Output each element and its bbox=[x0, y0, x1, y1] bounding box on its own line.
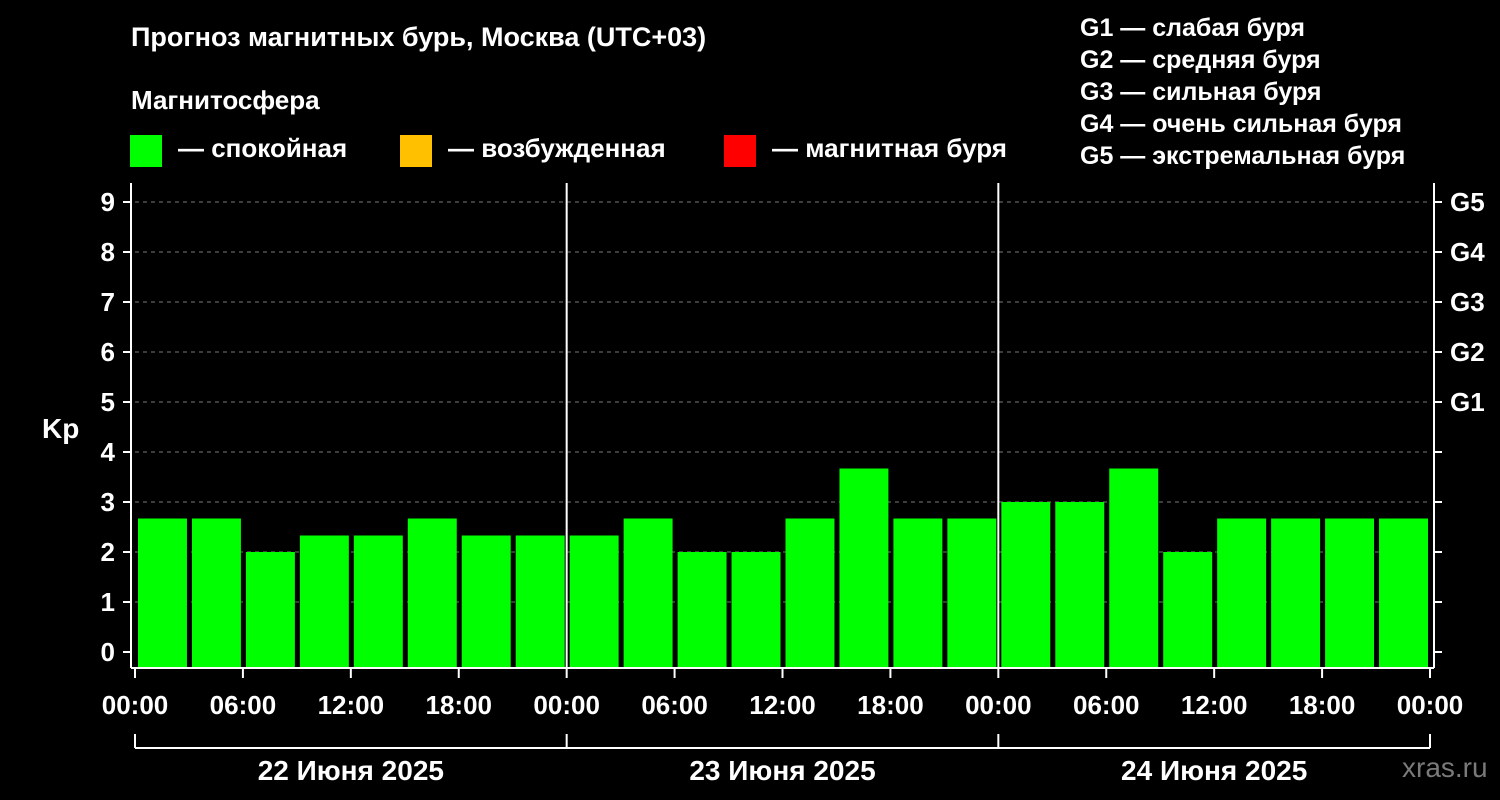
x-tick-label: 00:00 bbox=[965, 690, 1032, 720]
bar bbox=[299, 535, 349, 668]
x-tick-label: 18:00 bbox=[426, 690, 493, 720]
bar bbox=[947, 518, 997, 668]
day-label: 23 Июня 2025 bbox=[689, 755, 875, 786]
day-label: 24 Июня 2025 bbox=[1121, 755, 1307, 786]
magnetosphere-title: Магнитосфера bbox=[131, 85, 320, 115]
legend-label-storm: — магнитная буря bbox=[772, 133, 1007, 163]
x-tick-label: 12:00 bbox=[1181, 690, 1248, 720]
legend-swatch-excited bbox=[400, 135, 432, 167]
x-tick-label: 00:00 bbox=[533, 690, 600, 720]
legend-label-excited: — возбужденная bbox=[448, 133, 666, 163]
x-tick-label: 12:00 bbox=[318, 690, 385, 720]
x-tick-label: 00:00 bbox=[1397, 690, 1464, 720]
bar bbox=[245, 552, 295, 668]
x-tick-label: 18:00 bbox=[1289, 690, 1356, 720]
g-scale-label: G2 bbox=[1450, 337, 1485, 367]
bar bbox=[1055, 502, 1105, 668]
y-tick-label: 7 bbox=[101, 287, 115, 317]
bar bbox=[1271, 518, 1321, 668]
bar bbox=[1001, 502, 1051, 668]
chart-title: Прогноз магнитных бурь, Москва (UTC+03) bbox=[131, 22, 707, 52]
bar bbox=[1325, 518, 1375, 668]
y-tick-label: 4 bbox=[101, 437, 116, 467]
y-tick-label: 8 bbox=[101, 237, 115, 267]
x-tick-label: 06:00 bbox=[641, 690, 708, 720]
bar bbox=[623, 518, 673, 668]
y-tick-label: 0 bbox=[101, 637, 115, 667]
g-legend-g2: G2 — средняя буря bbox=[1080, 46, 1321, 74]
x-tick-label: 18:00 bbox=[857, 690, 924, 720]
y-tick-label: 3 bbox=[101, 487, 115, 517]
day-label: 22 Июня 2025 bbox=[258, 755, 444, 786]
y-tick-label: 1 bbox=[101, 587, 115, 617]
bar bbox=[407, 518, 457, 668]
g-legend-g3: G3 — сильная буря bbox=[1080, 78, 1322, 106]
bar bbox=[785, 518, 835, 668]
y-tick-label: 6 bbox=[101, 337, 115, 367]
bar bbox=[677, 552, 727, 668]
bar bbox=[569, 535, 619, 668]
bar bbox=[1163, 552, 1213, 668]
legend-swatch-calm bbox=[130, 135, 162, 167]
bar bbox=[839, 468, 889, 668]
y-tick-label: 2 bbox=[101, 537, 115, 567]
bar bbox=[461, 535, 511, 668]
bar bbox=[353, 535, 403, 668]
watermark: xras.ru bbox=[1402, 752, 1488, 783]
bar bbox=[731, 552, 781, 668]
bar bbox=[138, 518, 187, 668]
g-legend-g5: G5 — экстремальная буря bbox=[1080, 142, 1406, 170]
bar bbox=[1109, 468, 1159, 668]
g-scale-label: G1 bbox=[1450, 387, 1485, 417]
y-tick-label: 5 bbox=[101, 387, 115, 417]
x-tick-label: 12:00 bbox=[749, 690, 816, 720]
bar bbox=[893, 518, 943, 668]
bar bbox=[1217, 518, 1267, 668]
x-tick-label: 06:00 bbox=[210, 690, 277, 720]
legend-label-calm: — спокойная bbox=[178, 133, 348, 163]
g-scale-label: G3 bbox=[1450, 287, 1485, 317]
x-tick-label: 00:00 bbox=[102, 690, 169, 720]
g-scale-label: G4 bbox=[1450, 237, 1485, 267]
bar bbox=[515, 535, 565, 668]
y-axis-label: Kp bbox=[42, 413, 80, 444]
legend-swatch-storm bbox=[724, 135, 756, 167]
bar bbox=[1379, 518, 1428, 668]
g-legend-g4: G4 — очень сильная буря bbox=[1080, 110, 1402, 138]
x-tick-label: 06:00 bbox=[1073, 690, 1140, 720]
g-scale-label: G5 bbox=[1450, 187, 1485, 217]
y-tick-label: 9 bbox=[101, 187, 115, 217]
g-legend-g1: G1 — слабая буря bbox=[1080, 14, 1306, 42]
bar bbox=[191, 518, 241, 668]
